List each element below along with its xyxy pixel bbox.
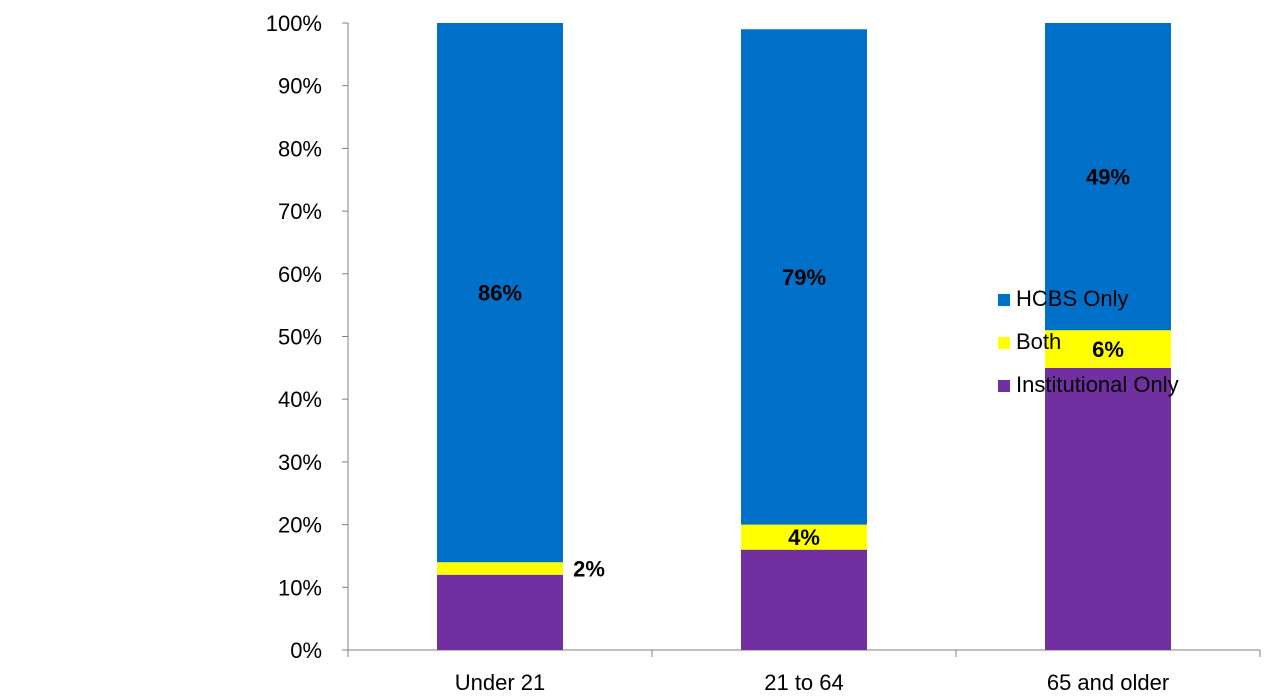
y-tick-label: 70% [278,199,322,224]
chart-bars [437,23,1171,650]
y-tick-label: 60% [278,262,322,287]
data-label: 12% [478,600,522,625]
y-tick-label: 40% [278,387,322,412]
data-label: 6% [1092,337,1124,362]
data-label: 49% [1086,165,1130,190]
legend-swatch [998,380,1010,392]
x-category-label: Under 21 [455,670,546,695]
legend-label: HCBS Only [1016,286,1128,311]
bar-segment [741,29,867,525]
y-tick-label: 100% [266,11,322,36]
x-category-label: 21 to 64 [764,670,844,695]
data-label: 2% [573,556,605,581]
bar-segment [1045,367,1171,650]
y-tick-label: 80% [278,136,322,161]
y-tick-label: 20% [278,513,322,538]
bar-segment [437,23,563,563]
legend-label: Both [1016,329,1061,354]
chart-axes: 0% 10% 20% 30% 40% 50% 60% 70% 80% 90% 100% Under 2… [266,11,1261,695]
bar-segment [741,524,867,550]
y-tick-label: 30% [278,450,322,475]
bar-segment [1045,23,1171,331]
data-label: 79% [782,265,826,290]
bar-segment [437,562,563,575]
legend-label: Institutional Only [1016,372,1179,397]
legend-swatch [998,294,1010,306]
chart-data-labels: 12% 2% 86% 16% 4% 79% 45% 6% 49% [478,165,1130,626]
data-label: 86% [478,281,522,306]
legend-swatch [998,337,1010,349]
y-tick-label: 10% [278,575,322,600]
data-label: 4% [788,525,820,550]
y-tick-label: 0% [290,638,322,663]
data-label: 16% [782,588,826,613]
bar-segment [741,549,867,650]
chart-legend: HCBS Only Both Institutional Only [998,286,1179,397]
data-label: 45% [1086,497,1130,522]
bar-segment [437,574,563,650]
y-tick-label: 50% [278,325,322,350]
y-tick-label: 90% [278,74,322,99]
x-category-label: 65 and older [1047,670,1169,695]
bar-segment [1045,330,1171,368]
